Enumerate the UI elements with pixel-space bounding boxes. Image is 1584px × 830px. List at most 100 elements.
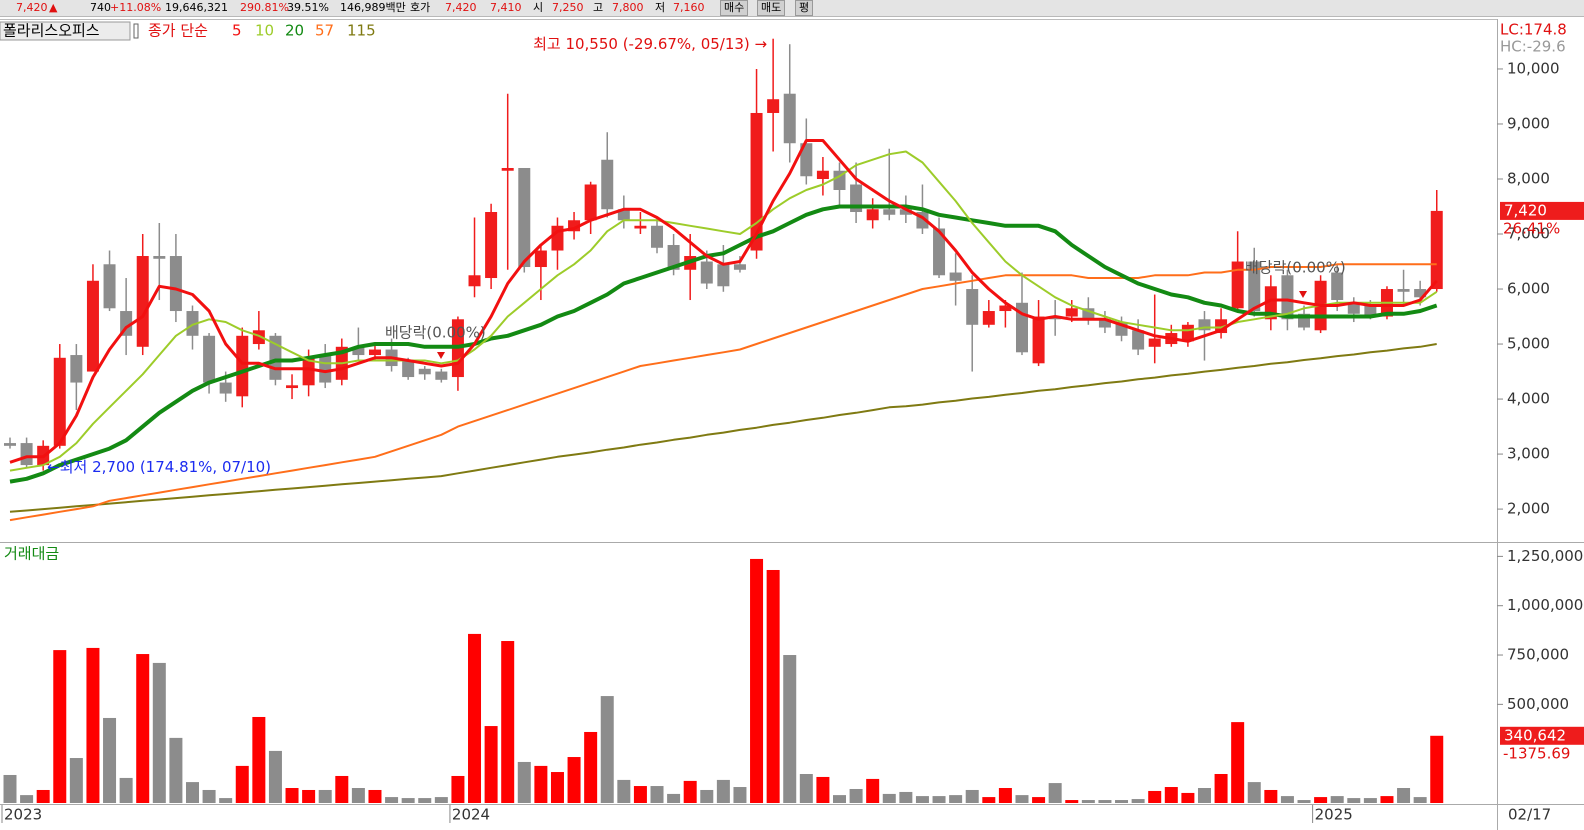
candle-body — [1132, 330, 1145, 350]
candle-body — [169, 256, 182, 312]
legend-entry: 20 — [285, 22, 304, 40]
volume-bar — [965, 789, 979, 803]
header-cell: 시 — [533, 1, 544, 14]
volume-bar — [982, 797, 996, 803]
candle-body — [219, 382, 232, 394]
candle-body — [651, 225, 664, 248]
candle-body — [1331, 272, 1344, 301]
header-cell: 7,410 — [490, 1, 522, 14]
header-button[interactable]: 매도 — [757, 0, 786, 16]
candle-body — [949, 272, 962, 281]
volume-bar — [766, 569, 780, 803]
volume-bar — [683, 780, 697, 803]
candle-body — [518, 167, 531, 268]
candle-body — [899, 209, 912, 215]
header-cell: 호가 — [410, 1, 431, 14]
volume-bar — [932, 796, 946, 803]
candle-body — [1281, 275, 1294, 320]
candle-body — [86, 280, 99, 372]
header-button[interactable]: 평 — [795, 0, 814, 16]
volume-bar — [1131, 799, 1145, 803]
volume-bar — [20, 795, 34, 803]
header-cell: 7,160 — [673, 1, 705, 14]
volume-bar — [1065, 800, 1079, 803]
volume-bar — [418, 798, 432, 803]
candle-body — [1098, 319, 1111, 328]
volume-bar — [1032, 797, 1046, 803]
candle-body — [252, 330, 265, 345]
y-tick-label: 2,000 — [1507, 500, 1550, 518]
volume-bar — [799, 773, 813, 803]
volume-bar — [3, 774, 17, 803]
volume-bar — [866, 778, 880, 803]
candle-body — [1082, 308, 1095, 320]
candle-body — [103, 264, 116, 309]
volume-bar — [783, 655, 797, 803]
y-tick-label: 750,000 — [1507, 646, 1569, 664]
volume-bar — [152, 662, 166, 803]
candle-body — [601, 159, 614, 210]
candle-body — [534, 250, 547, 268]
candle-body — [1248, 261, 1261, 312]
header-cell: 39.51% — [287, 1, 329, 14]
candle-body — [783, 93, 796, 144]
volume-bar — [1280, 796, 1294, 803]
legend-entry: 10 — [255, 22, 274, 40]
header-cell: 146,989백만 — [340, 1, 406, 14]
volume-bar — [1164, 787, 1178, 803]
candle-body — [435, 371, 448, 380]
volume-bar — [219, 798, 233, 803]
candle-body — [568, 220, 581, 232]
candle-body — [319, 355, 332, 383]
volume-bar — [1098, 800, 1112, 803]
candle-body — [634, 225, 647, 229]
volume-bar — [501, 641, 515, 803]
volume-bar — [998, 788, 1012, 803]
header-cell: 7,250 — [552, 1, 584, 14]
ma-line — [9, 343, 1437, 513]
volume-bar — [385, 797, 399, 803]
volume-bar — [53, 650, 67, 803]
header-cell: 740 — [90, 1, 111, 14]
x-tick-label: 2024 — [452, 806, 490, 824]
legend-icon — [133, 23, 139, 39]
legend-entry: 115 — [347, 22, 376, 40]
date-label: 02/17 — [1508, 806, 1551, 824]
legend-entry: 57 — [315, 22, 334, 40]
low-annotation: ←최저 2,700 (174.81%, 07/10) — [47, 458, 271, 476]
volume-bar — [1397, 788, 1411, 803]
candle-body — [501, 167, 514, 171]
volume-bar — [335, 775, 349, 803]
y-tick-label: 9,000 — [1507, 114, 1550, 132]
y-tick-label: 10,000 — [1507, 59, 1560, 77]
candle-body — [700, 261, 713, 284]
volume-bar — [716, 779, 730, 803]
candle-body — [717, 264, 730, 287]
y-tick-label: 6,000 — [1507, 280, 1550, 298]
volume-bar — [1314, 797, 1328, 803]
hc-label: HC:-29.6 — [1500, 38, 1566, 56]
candle-body — [236, 335, 249, 397]
stock-name[interactable]: 폴라리스오피스 — [3, 22, 100, 40]
ma-line — [9, 263, 1437, 522]
volume-badge-label: 340,642 — [1504, 726, 1566, 744]
candle-body — [70, 355, 83, 383]
volume-bar — [1413, 797, 1427, 803]
volume-badge — [1500, 726, 1584, 745]
stock-name-button[interactable] — [0, 21, 131, 41]
volume-title: 거래대금 — [4, 545, 59, 563]
volume-bar — [1115, 800, 1129, 803]
volume-bar — [567, 757, 581, 803]
volume-bar — [849, 788, 863, 803]
ma-line — [9, 150, 1438, 472]
y-tick-label: 1,250,000 — [1507, 547, 1583, 565]
header-cell: 7,800 — [612, 1, 644, 14]
ex-dividend-marker — [437, 352, 445, 359]
volume-bar — [119, 777, 133, 803]
y-tick-label: 500,000 — [1507, 695, 1569, 713]
candle-body — [1430, 210, 1443, 290]
price-badge — [1500, 201, 1584, 220]
candle-body — [800, 143, 813, 177]
candle-body — [1032, 316, 1045, 364]
header-button[interactable]: 매수 — [720, 0, 749, 16]
